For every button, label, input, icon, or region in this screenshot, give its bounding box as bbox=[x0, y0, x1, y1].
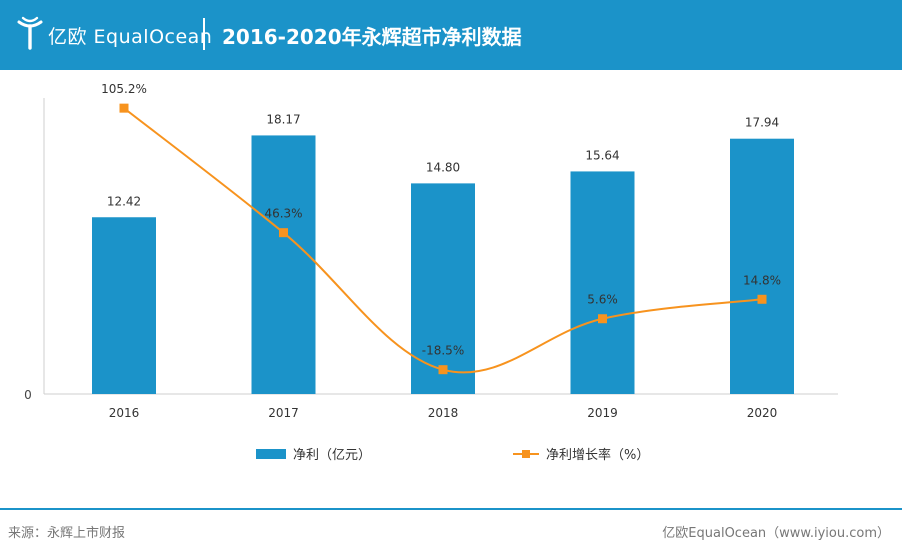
legend: 净利（亿元） 净利增长率（%） bbox=[256, 447, 649, 463]
bar-value-label-2017: 18.17 bbox=[266, 112, 300, 126]
equalocean-logo-icon bbox=[17, 16, 43, 50]
bar-value-label-2016: 12.42 bbox=[107, 194, 141, 208]
growth-rate-line bbox=[123, 107, 763, 374]
legend-bar-swatch bbox=[256, 449, 286, 459]
growth-value-label-2020: 14.8% bbox=[743, 273, 781, 287]
bar-2016 bbox=[92, 217, 156, 394]
legend-bar-label: 净利（亿元） bbox=[293, 448, 371, 463]
growth-marker-2017 bbox=[279, 228, 288, 238]
growth-marker-2016 bbox=[119, 103, 129, 113]
combo-chart: 0 12.42 18.17 14.80 15.64 17.94 2016 2017 2018… bbox=[24, 82, 838, 463]
growth-value-label-2017: 46.3% bbox=[264, 207, 302, 221]
header-divider bbox=[203, 18, 205, 50]
footer-source: 来源：永辉上市财报 bbox=[8, 526, 126, 541]
bar-value-label-2020: 17.94 bbox=[745, 116, 779, 130]
y-axis-zero-label: 0 bbox=[24, 388, 32, 402]
growth-marker-2020 bbox=[757, 294, 767, 304]
growth-value-label-2018: -18.5% bbox=[422, 344, 464, 358]
x-tick-label-2017: 2017 bbox=[268, 406, 299, 420]
x-tick-label-2020: 2020 bbox=[747, 406, 778, 420]
bar-2018 bbox=[411, 183, 475, 394]
x-tick-label-2018: 2018 bbox=[428, 406, 459, 420]
x-tick-label-2019: 2019 bbox=[587, 406, 618, 420]
bar-2020 bbox=[730, 138, 794, 394]
chart-area: 0 12.42 18.17 14.80 15.64 17.94 2016 2017 2018… bbox=[0, 70, 902, 510]
header-bar: 亿欧 EqualOcean 2016-2020年永辉超市净利数据 bbox=[0, 0, 902, 70]
page-title: 2016-2020年永辉超市净利数据 bbox=[222, 25, 522, 49]
growth-value-label-2019: 5.6% bbox=[587, 293, 618, 307]
bar-2017 bbox=[251, 135, 316, 394]
bar-2019 bbox=[570, 171, 635, 394]
footer-brand: 亿欧EqualOcean（www.iyiou.com） bbox=[662, 526, 890, 541]
bar-value-label-2018: 14.80 bbox=[426, 160, 460, 174]
legend-line-marker bbox=[522, 450, 530, 458]
bar-value-label-2019: 15.64 bbox=[585, 148, 619, 162]
growth-marker-2018 bbox=[438, 365, 448, 375]
growth-marker-2019 bbox=[598, 314, 607, 324]
legend-line-label: 净利增长率（%） bbox=[546, 447, 649, 463]
x-tick-label-2016: 2016 bbox=[109, 406, 140, 420]
growth-value-label-2016: 105.2% bbox=[101, 82, 147, 96]
footer-divider bbox=[0, 508, 902, 510]
logo-text: 亿欧 EqualOcean bbox=[48, 26, 213, 48]
